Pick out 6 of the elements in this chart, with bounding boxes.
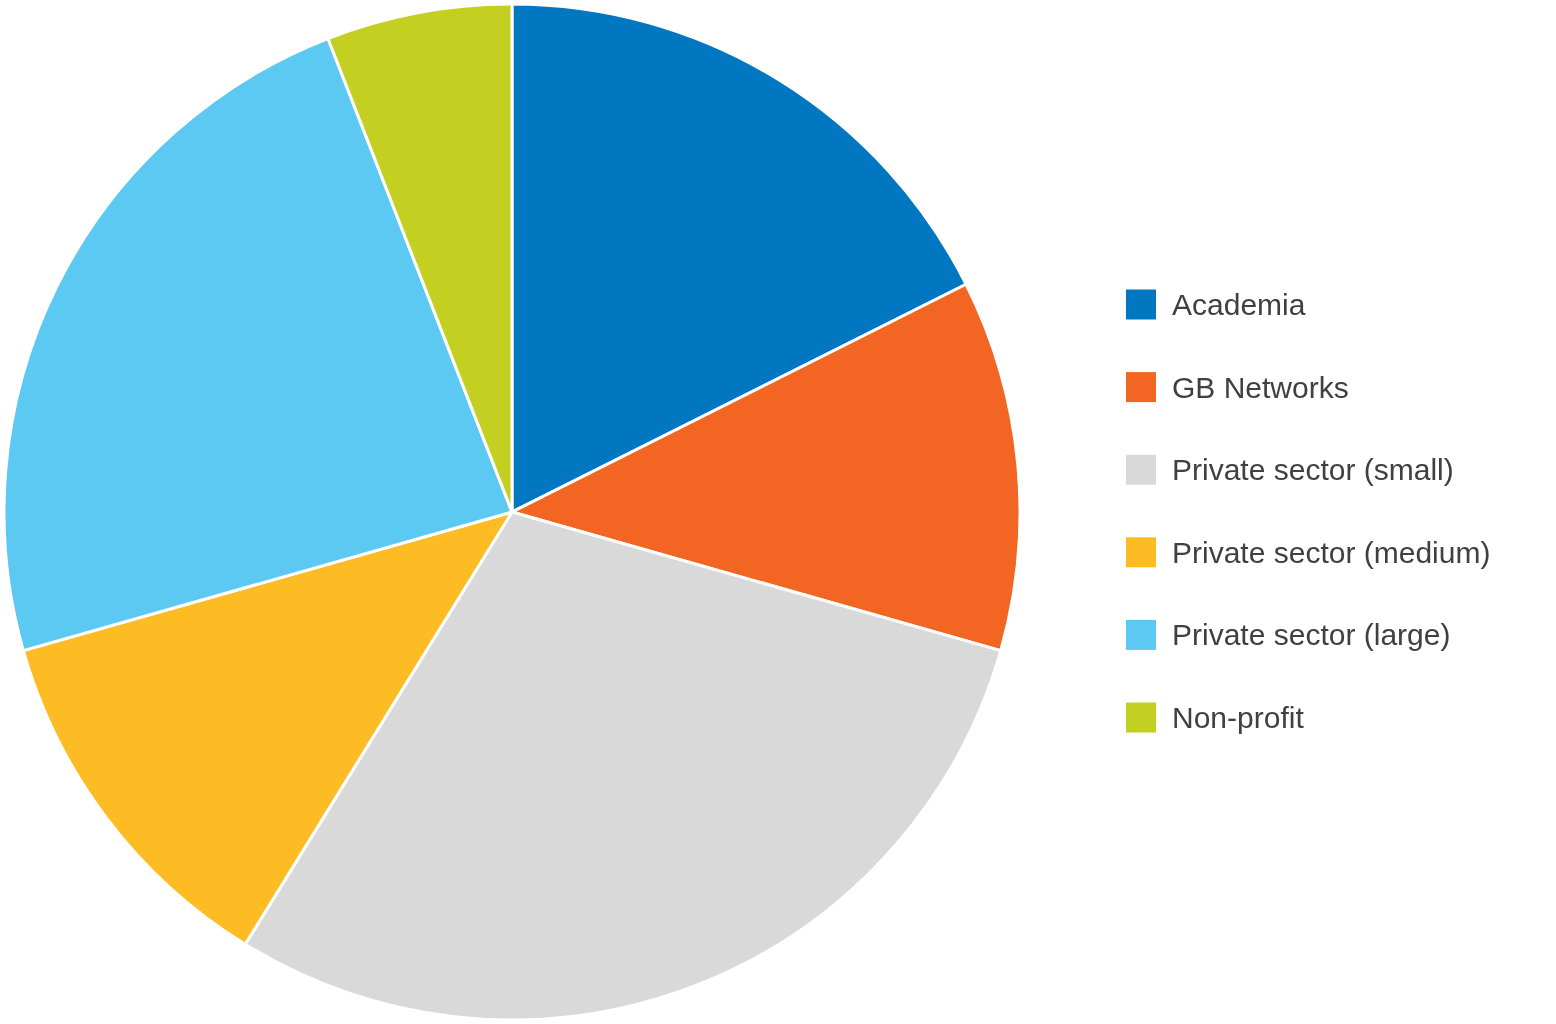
legend-label: Private sector (medium) [1172, 535, 1491, 569]
legend-label: GB Networks [1172, 370, 1349, 404]
legend-label: Academia [1172, 288, 1306, 321]
legend-label: Private sector (small) [1172, 453, 1454, 487]
legend-label: Private sector (large) [1172, 618, 1451, 652]
legend-label: Non-profit [1172, 701, 1305, 734]
